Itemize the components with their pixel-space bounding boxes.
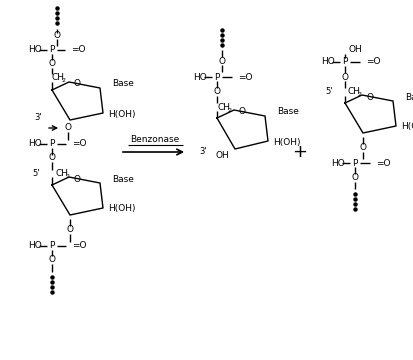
Text: O: O [48,153,55,162]
Text: Base: Base [112,80,134,89]
Text: O: O [366,93,373,102]
Text: O: O [54,31,60,40]
Text: 3': 3' [34,113,42,122]
Text: H(OH): H(OH) [108,203,135,212]
Text: =O: =O [366,58,380,67]
Text: O: O [218,57,225,66]
Text: HO: HO [28,45,42,54]
Text: H(OH): H(OH) [273,139,301,148]
Text: =O: =O [72,139,86,148]
Text: +: + [292,143,308,161]
Text: Benzonase: Benzonase [131,135,180,144]
Text: P: P [49,139,55,148]
Text: HO: HO [193,72,207,81]
Text: CH: CH [348,87,361,96]
Text: =O: =O [71,45,85,54]
Text: 2: 2 [358,93,362,98]
Text: 5': 5' [325,87,333,96]
Text: CH: CH [52,73,65,82]
Text: O: O [74,80,81,89]
Text: =O: =O [238,72,252,81]
Text: O: O [48,256,55,265]
Text: HO: HO [28,242,42,251]
Text: P: P [214,72,220,81]
Text: 2: 2 [65,174,69,179]
Text: 2: 2 [227,108,231,112]
Text: HO: HO [331,158,345,167]
Text: O: O [351,174,358,183]
Text: 3': 3' [199,148,207,157]
Text: O: O [74,175,81,184]
Text: HO: HO [28,139,42,148]
Text: 2: 2 [62,78,66,84]
Text: O: O [214,87,221,96]
Text: O: O [238,108,245,117]
Text: CH: CH [55,168,68,177]
Text: O: O [342,72,349,81]
Text: O: O [359,144,366,153]
Text: P: P [49,242,55,251]
Text: P: P [49,45,55,54]
Text: OH: OH [215,152,229,161]
Text: O: O [64,123,71,132]
Text: =O: =O [376,158,391,167]
Text: =O: =O [72,242,86,251]
Text: H(OH): H(OH) [108,109,135,118]
Text: Base: Base [112,175,134,184]
Text: O: O [48,59,55,68]
Text: P: P [342,58,348,67]
Text: H(OH): H(OH) [401,122,413,131]
Text: O: O [66,225,74,234]
Text: CH: CH [217,103,230,112]
Text: Base: Base [405,93,413,102]
Text: P: P [352,158,358,167]
Text: HO: HO [321,58,335,67]
Text: Base: Base [277,108,299,117]
Text: 5': 5' [33,168,40,177]
Text: OH: OH [348,45,362,54]
